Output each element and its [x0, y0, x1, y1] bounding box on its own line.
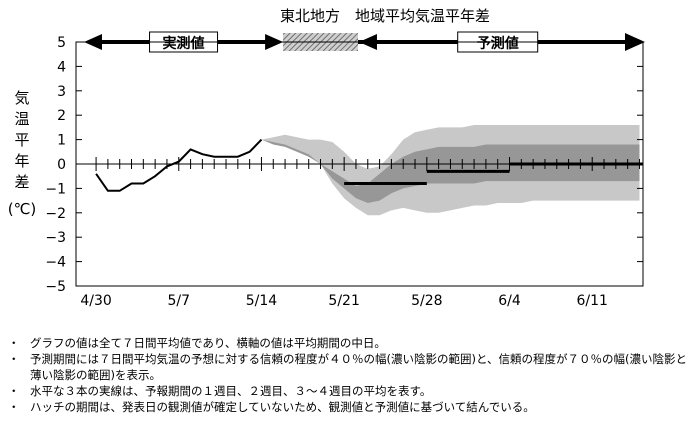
y-tick-label: 5 — [57, 35, 66, 51]
y-axis-label-char: 年 — [14, 152, 29, 170]
temperature-anomaly-chart: 東北地方 地域平均気温平年差 実測値 予測値 5 4 3 2 1 0 −1 −2 −3 −4 −5 4… — [8, 7, 645, 309]
y-tick-labels: 5 4 3 2 1 0 −1 −2 −3 −4 −5 — [45, 35, 66, 295]
x-tick-label: 5/21 — [328, 293, 359, 309]
plot-area — [75, 41, 644, 287]
forecast-label: 予測値 — [477, 35, 519, 52]
y-tick-label: 3 — [57, 84, 66, 100]
x-tick-label: 6/4 — [498, 293, 521, 309]
y-tick-label: −3 — [45, 230, 66, 246]
y-axis-label: 気温平年差 (℃) — [8, 89, 37, 218]
chart-title: 東北地方 地域平均気温平年差 — [280, 7, 490, 25]
x-tick-label: 5/14 — [246, 293, 278, 309]
y-tick-label: −5 — [45, 279, 66, 295]
x-tick-label: 5/28 — [411, 293, 442, 309]
y-axis-label-char: 平 — [14, 131, 29, 149]
y-tick-label: −2 — [45, 206, 66, 222]
observed-label: 実測値 — [163, 35, 205, 52]
x-tick-label: 5/7 — [168, 293, 191, 309]
y-tick-label: 0 — [57, 157, 66, 173]
y-tick-label: 4 — [57, 59, 66, 75]
y-axis-label-char: 差 — [14, 173, 29, 191]
y-tick-label: 2 — [57, 108, 66, 124]
note-item: ハッチの期間は、発表日の観測値が確定していないため、観測値と予測値に基づいて結ん… — [8, 399, 696, 415]
x-tick-label: 6/11 — [576, 293, 607, 309]
note-item: 予測期間には７日間平均気温の予想に対する信頼の程度が４０％の幅(濃い陰影の範囲)… — [8, 351, 696, 383]
x-tick-labels: 4/30 5/7 5/14 5/21 5/28 6/4 6/11 — [80, 293, 608, 309]
y-tick-label: 1 — [57, 133, 66, 149]
notes-list: グラフの値は全て７日間平均値であり、横軸の値は平均期間の中日。 予測期間には７日… — [8, 335, 696, 415]
note-item: グラフの値は全て７日間平均値であり、横軸の値は平均期間の中日。 — [8, 335, 696, 351]
y-axis-label-char: 温 — [14, 110, 29, 128]
note-item: 水平な３本の実線は、予報期間の１週目、２週目、３～４週目の平均を表す。 — [8, 383, 696, 399]
y-tick-label: −1 — [45, 181, 66, 197]
y-tick-label: −4 — [45, 255, 66, 271]
y-axis-unit: (℃) — [8, 200, 37, 218]
x-tick-label: 4/30 — [80, 293, 111, 309]
y-axis-label-char: 気 — [14, 89, 29, 107]
